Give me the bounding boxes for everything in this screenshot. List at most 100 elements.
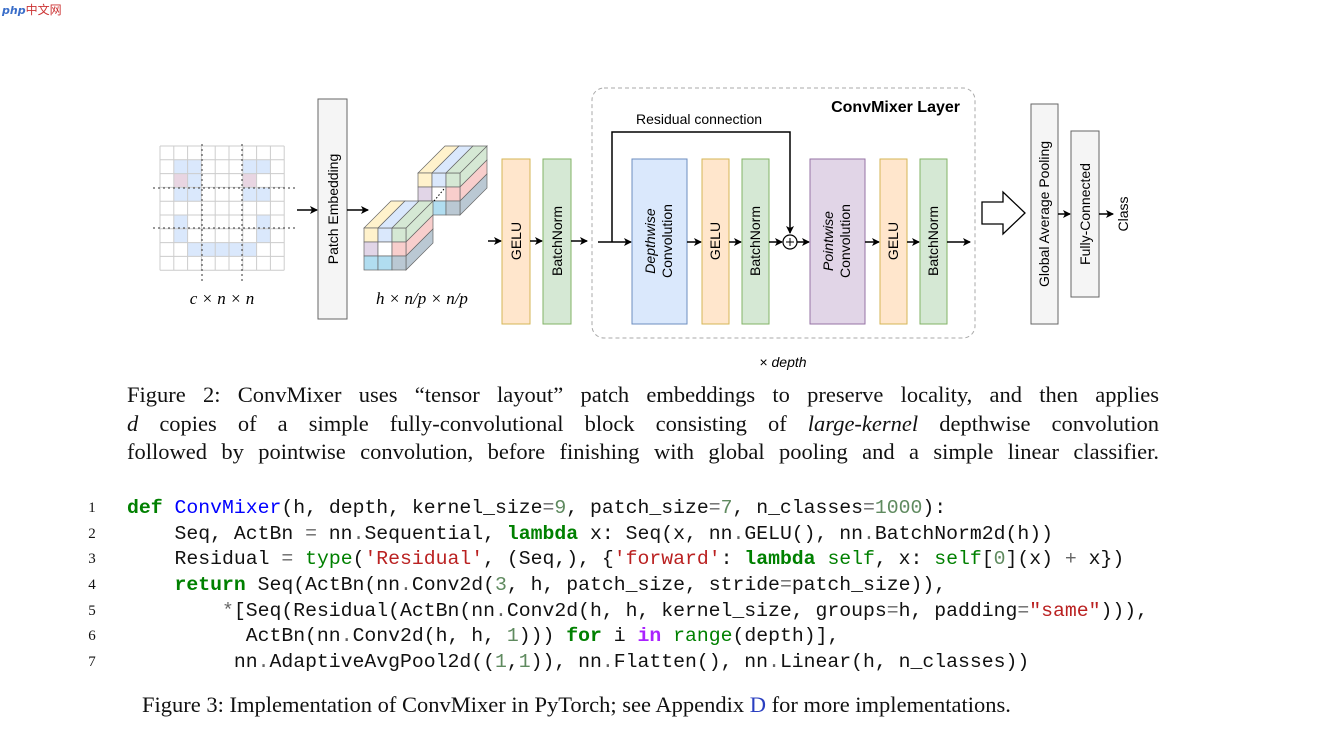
code-token: 1000 <box>874 497 923 519</box>
code-token: 1 <box>495 651 507 674</box>
grid-cell <box>187 187 202 202</box>
code-token: 3 <box>495 574 507 597</box>
code-token: , x: <box>874 548 935 571</box>
code-token: ): <box>922 497 947 519</box>
code-token: , patch_size <box>566 497 709 519</box>
hollow-arrow-icon <box>981 190 1026 236</box>
code-text: def ConvMixer(h, depth, kernel_size=9, p… <box>127 496 946 522</box>
code-token: = <box>542 497 555 519</box>
appendix-link[interactable]: D <box>749 692 766 717</box>
code-token: i <box>601 625 638 648</box>
code-token: Linear(h, n_classes)) <box>779 651 1030 674</box>
code-token: Sequential, <box>364 522 507 545</box>
code-token: in <box>637 625 662 648</box>
caption-line: followed by pointwise convolution, befor… <box>127 439 1159 464</box>
add-node-icon <box>782 234 798 250</box>
caption-italic: large-kernel <box>807 410 919 436</box>
code-token: , <box>506 651 519 674</box>
line-number: 5 <box>88 602 96 619</box>
code-token: "same" <box>1029 599 1101 622</box>
caption-line: d copies of a simple fully-convolutional… <box>127 410 1159 439</box>
code-token: = <box>886 599 899 622</box>
grid-cell <box>173 228 188 243</box>
grid-cell <box>215 242 229 257</box>
tensor-cube <box>417 145 488 216</box>
code-token: = <box>708 497 721 519</box>
code-token: 0 <box>993 548 1006 571</box>
patch-embedding-box <box>317 98 348 320</box>
code-token <box>661 625 673 647</box>
tensor-cube <box>363 200 434 271</box>
code-token: 1 <box>518 651 531 674</box>
code-token: Flatten(), nn <box>613 651 769 674</box>
grid-cell <box>229 242 243 257</box>
gelu-label: GELU <box>885 222 901 260</box>
code-token: 9 <box>554 497 567 519</box>
grid-cell <box>187 159 202 174</box>
caption-italic: d <box>127 410 139 436</box>
code-token: , (Seq,), { <box>483 548 614 571</box>
patch-embedding-label: Patch Embedding <box>325 154 341 265</box>
line-number: 7 <box>88 654 96 671</box>
code-token: Conv2d( <box>411 574 496 597</box>
code-text: Residual = type('Residual', (Seq,), {'fo… <box>127 547 1124 573</box>
code-token: x}) <box>1076 548 1125 571</box>
caption-line: Figure 2: ConvMixer uses “tensor layout”… <box>127 382 1159 407</box>
grid-cell <box>256 159 271 174</box>
code-token: + <box>1064 548 1077 571</box>
embedding-tensor-cubes <box>363 145 488 271</box>
grid-cell <box>173 173 188 188</box>
code-token: type <box>305 548 353 571</box>
code-token: : <box>720 548 745 571</box>
code-token: 1 <box>506 625 519 648</box>
code-token: [Seq(Residual(ActBn(nn <box>233 599 495 622</box>
gap-label: Global Average Pooling <box>1036 141 1052 287</box>
code-token: 'forward' <box>613 548 721 571</box>
code-text: return Seq(ActBn(nn.Conv2d(3, h, patch_s… <box>127 573 946 599</box>
code-token: (h, depth, kernel_size <box>281 497 543 519</box>
convolution-label: Convolution <box>659 204 675 278</box>
code-token: . <box>340 625 353 648</box>
grid-cell <box>187 242 202 257</box>
code-token: , h, patch_size, stride <box>506 574 780 597</box>
figure-2-caption: Figure 2: ConvMixer uses “tensor layout”… <box>127 381 1159 467</box>
grid-cell <box>242 187 257 202</box>
code-token: 'Residual' <box>364 548 484 571</box>
code-token: . <box>768 651 780 674</box>
embedded-shape-label: h × n/p × n/p <box>376 289 468 308</box>
code-token: x: Seq(x, nn <box>578 522 733 545</box>
code-token: . <box>601 651 614 674</box>
code-token: patch_size)), <box>791 574 947 597</box>
watermark-logo: php中文网 <box>2 3 62 17</box>
code-token: range <box>673 625 733 648</box>
caption-text: for more implementations. <box>765 692 1011 717</box>
code-token: def <box>127 497 163 519</box>
pointwise-convolution-box <box>809 158 866 325</box>
code-token: GELU(), nn <box>744 522 864 545</box>
line-number: 1 <box>88 500 96 516</box>
code-token <box>127 600 222 622</box>
code-token: . <box>732 522 745 545</box>
code-token: , n_classes <box>732 497 864 519</box>
code-token: = <box>1017 599 1030 622</box>
fc-label: Fully-Connected <box>1077 163 1093 265</box>
grid-cell <box>173 215 188 229</box>
grid-cell <box>242 159 257 174</box>
figure-2-diagram: c × n × n Patch Embedding h × n/p × n/p … <box>153 87 1131 370</box>
code-token: . <box>257 651 270 674</box>
code-token: BatchNorm2d(h)) <box>874 522 1053 545</box>
code-token: ( <box>352 548 365 571</box>
code-token: lambda <box>506 522 579 545</box>
code-token: nn <box>316 522 353 545</box>
line-number: 2 <box>88 525 96 542</box>
code-token: . <box>400 574 412 597</box>
code-token: nn <box>127 651 258 674</box>
convolution-label: Convolution <box>837 204 853 278</box>
code-token: = <box>281 548 294 571</box>
code-token: Conv2d(h, h, kernel_size, groups <box>506 599 887 622</box>
code-token: . <box>495 599 507 622</box>
depthwise-label: Depthwise <box>642 208 658 274</box>
caption-text: copies of a simple fully-convolutional b… <box>138 410 808 436</box>
code-token: self <box>934 548 982 571</box>
batchnorm-label: BatchNorm <box>549 206 565 276</box>
